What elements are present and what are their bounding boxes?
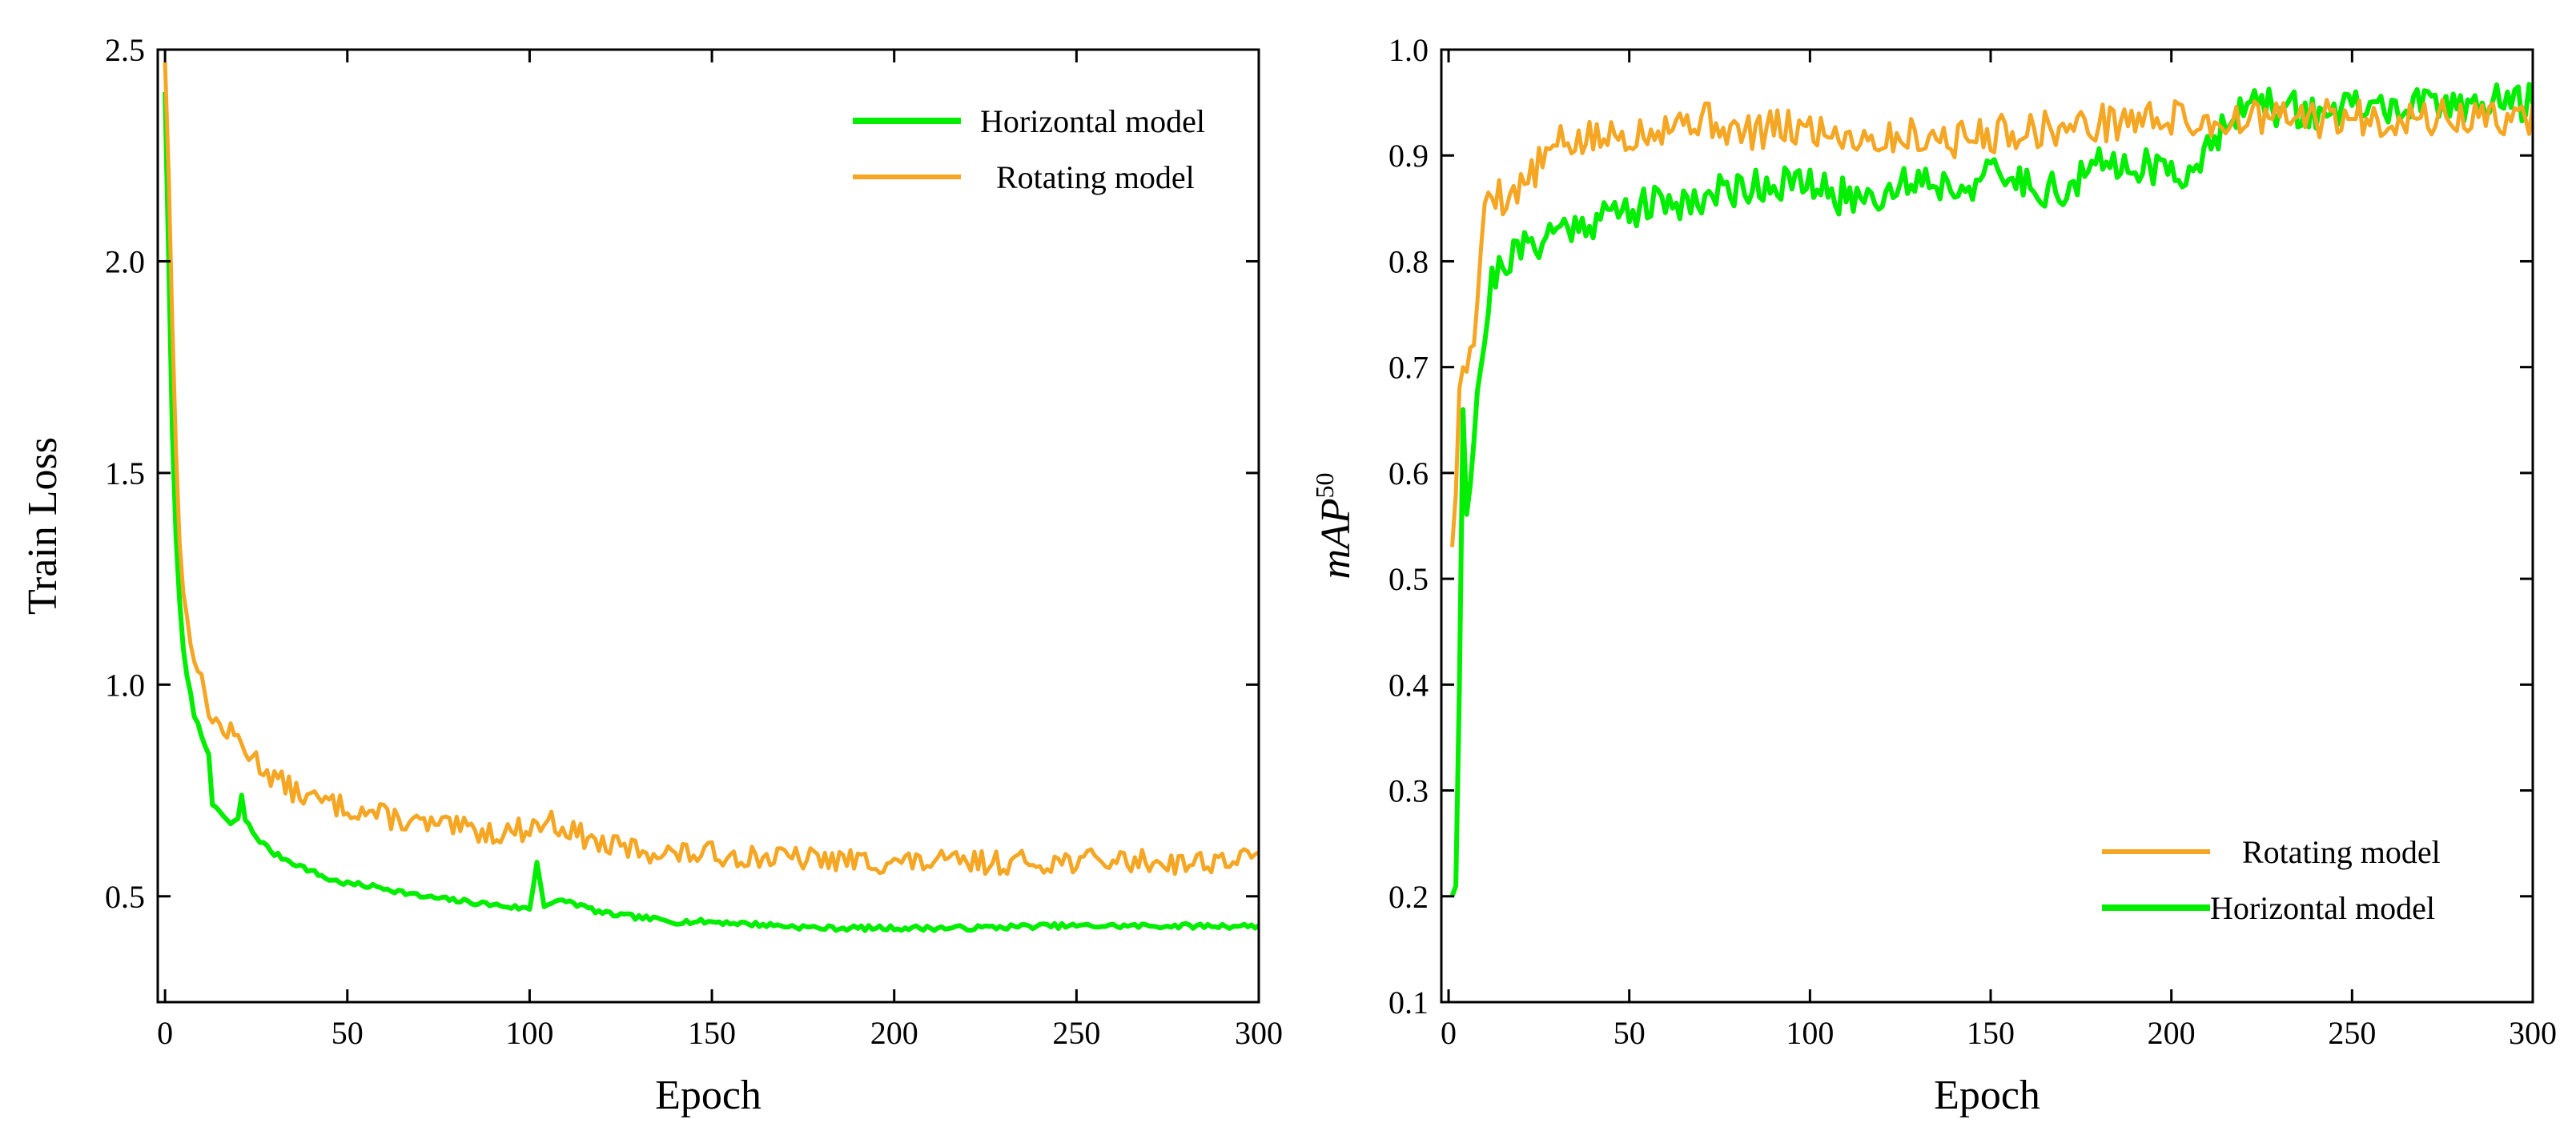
x-tick-label: 200 — [2148, 1015, 2196, 1051]
x-tick-label: 300 — [1235, 1015, 1283, 1051]
x-tick-label: 150 — [688, 1015, 736, 1051]
x-tick-label: 0 — [1441, 1015, 1457, 1051]
y-tick-label: 0.1 — [1388, 985, 1429, 1021]
y-tick-label: 0.9 — [1388, 138, 1429, 174]
train-loss-chart: 0 50 100 150 200 250 300 0.5 1.0 1.5 2.0 2.5 Epoch Tr… — [20, 32, 1283, 1118]
x-tick-label: 0 — [157, 1015, 173, 1051]
y-tick-label: 0.6 — [1388, 455, 1429, 491]
legend: Horizontal model Rotating model — [853, 103, 1205, 195]
x-tick-label: 200 — [870, 1015, 918, 1051]
y-tick-label: 0.8 — [1388, 243, 1429, 279]
x-axis-title: Epoch — [655, 1073, 762, 1118]
x-tick-label: 250 — [1052, 1015, 1100, 1051]
y-tick-label: 0.2 — [1388, 879, 1429, 915]
y-tick-label: 0.4 — [1388, 667, 1429, 703]
y-tick-label: 0.7 — [1388, 350, 1429, 386]
series-group — [163, 62, 1259, 933]
x-tick-label: 100 — [1786, 1015, 1834, 1051]
y-tick-label: 1.0 — [105, 667, 145, 703]
map50-chart: 0 50 100 150 200 250 300 0.1 0.2 0.3 0.4 0.5 0.6 0.7 0… — [1310, 32, 2557, 1118]
x-tick-label: 150 — [1967, 1015, 2015, 1051]
plot-frame — [1440, 48, 2534, 1004]
series-line-rotating-model — [1450, 98, 2533, 547]
series-group — [1449, 82, 2533, 897]
series-line-rotating-model — [163, 62, 1259, 876]
series-line-horizontal-model — [163, 91, 1259, 933]
legend-label: Rotating model — [2242, 834, 2441, 870]
y-tick-label: 0.3 — [1388, 773, 1429, 809]
y-tick-label: 1.0 — [1388, 32, 1429, 68]
legend-label: Horizontal model — [980, 103, 1205, 139]
y-tick-label: 2.5 — [105, 32, 145, 68]
series-line-horizontal-model — [1449, 82, 2533, 897]
x-tick-label: 100 — [505, 1015, 553, 1051]
y-axis-title: Train Loss — [20, 437, 66, 615]
plot-frame — [156, 48, 1260, 1004]
x-tick-label: 250 — [2328, 1015, 2376, 1051]
x-axis-title: Epoch — [1934, 1073, 2040, 1118]
y-tick-label: 1.5 — [105, 455, 145, 491]
y-tick-label: 2.0 — [105, 243, 145, 279]
legend: Rotating model Horizontal model — [2102, 834, 2441, 926]
y-axis-title: mAP50 — [1310, 472, 1359, 579]
x-tick-label: 300 — [2509, 1015, 2557, 1051]
legend-label: Rotating model — [996, 159, 1195, 195]
y-tick-label: 0.5 — [105, 879, 145, 915]
y-tick-label: 0.5 — [1388, 561, 1429, 597]
legend-label: Horizontal model — [2210, 890, 2435, 926]
x-tick-label: 50 — [1614, 1015, 1646, 1051]
x-tick-label: 50 — [332, 1015, 364, 1051]
